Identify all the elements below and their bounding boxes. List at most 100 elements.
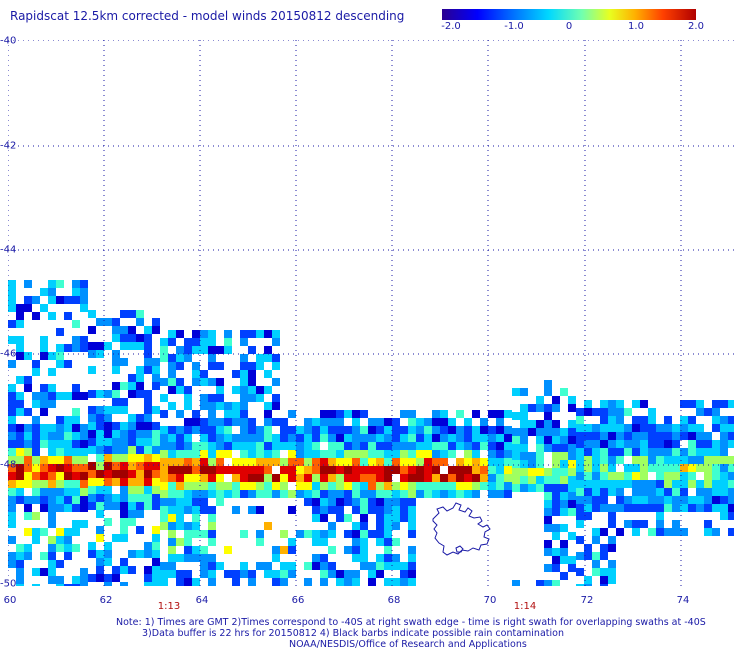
wind-cell xyxy=(696,456,704,464)
wind-cell xyxy=(216,378,224,386)
wind-cell xyxy=(96,526,104,534)
wind-cell xyxy=(160,506,168,514)
wind-cell xyxy=(576,432,584,440)
wind-cell xyxy=(32,472,40,480)
wind-cell xyxy=(40,304,48,312)
wind-cell xyxy=(64,440,72,448)
wind-cell xyxy=(64,312,72,320)
wind-cell xyxy=(312,498,320,506)
wind-cell xyxy=(360,522,368,530)
wind-cell xyxy=(112,494,120,502)
wind-cell xyxy=(112,438,120,446)
wind-cell xyxy=(16,448,24,456)
wind-cell xyxy=(240,402,248,410)
wind-cell xyxy=(576,552,584,560)
wind-cell xyxy=(384,522,392,530)
wind-cell xyxy=(352,482,360,490)
wind-cell xyxy=(704,464,712,472)
wind-cell xyxy=(96,494,104,502)
wind-cell xyxy=(408,450,416,458)
wind-cell xyxy=(136,382,144,390)
wind-cell xyxy=(696,424,704,432)
wind-cell xyxy=(16,344,24,352)
wind-cell xyxy=(296,490,304,498)
wind-cell xyxy=(672,520,680,528)
wind-cell xyxy=(216,426,224,434)
wind-cell xyxy=(112,326,120,334)
wind-cell xyxy=(160,466,168,474)
wind-cell xyxy=(528,476,536,484)
wind-cell xyxy=(632,472,640,480)
wind-cell xyxy=(96,558,104,566)
wind-cell xyxy=(600,400,608,408)
wind-cell xyxy=(264,570,272,578)
wind-cell xyxy=(464,466,472,474)
wind-cell xyxy=(24,432,32,440)
wind-cell xyxy=(8,504,16,512)
wind-cell xyxy=(416,426,424,434)
wind-cell xyxy=(72,288,80,296)
wind-cell xyxy=(392,418,400,426)
wind-cell xyxy=(120,326,128,334)
wind-cell xyxy=(440,434,448,442)
wind-cell xyxy=(432,426,440,434)
wind-cell xyxy=(448,490,456,498)
wind-cell xyxy=(144,462,152,470)
wind-cell xyxy=(312,538,320,546)
wind-cell xyxy=(392,498,400,506)
wind-cell xyxy=(176,522,184,530)
wind-cell xyxy=(608,480,616,488)
wind-cell xyxy=(80,432,88,440)
wind-cell xyxy=(624,480,632,488)
wind-cell xyxy=(216,442,224,450)
wind-cell xyxy=(384,514,392,522)
wind-cell xyxy=(672,472,680,480)
wind-cell xyxy=(128,462,136,470)
wind-cell xyxy=(200,458,208,466)
wind-cell xyxy=(312,554,320,562)
wind-cell xyxy=(304,434,312,442)
wind-cell xyxy=(168,378,176,386)
wind-cell xyxy=(376,418,384,426)
wind-cell xyxy=(184,474,192,482)
wind-cell xyxy=(336,490,344,498)
wind-cell xyxy=(184,482,192,490)
wind-cell xyxy=(104,342,112,350)
wind-cell xyxy=(608,448,616,456)
wind-cell xyxy=(184,506,192,514)
wind-cell xyxy=(416,482,424,490)
wind-cell xyxy=(680,488,688,496)
wind-cell xyxy=(208,450,216,458)
wind-cell xyxy=(264,426,272,434)
wind-cell xyxy=(56,472,64,480)
wind-cell xyxy=(232,458,240,466)
wind-cell xyxy=(608,536,616,544)
wind-cell xyxy=(576,448,584,456)
wind-cell xyxy=(80,280,88,288)
wind-cell xyxy=(216,466,224,474)
wind-cell xyxy=(32,480,40,488)
wind-cell xyxy=(552,532,560,540)
wind-cell xyxy=(632,416,640,424)
wind-cell xyxy=(704,488,712,496)
wind-cell xyxy=(152,494,160,502)
wind-cell xyxy=(64,584,72,586)
chart-title: Rapidscat 12.5km corrected - model winds… xyxy=(10,9,405,23)
wind-cell xyxy=(8,448,16,456)
lon-label: 60 xyxy=(3,595,17,606)
wind-cell xyxy=(688,424,696,432)
wind-cell xyxy=(136,374,144,382)
wind-cell xyxy=(168,458,176,466)
wind-cell xyxy=(440,442,448,450)
wind-cell xyxy=(304,498,312,506)
wind-cell xyxy=(8,440,16,448)
wind-cell xyxy=(24,472,32,480)
wind-cell xyxy=(208,442,216,450)
wind-cell xyxy=(344,442,352,450)
wind-cell xyxy=(408,410,416,418)
wind-cell xyxy=(176,442,184,450)
wind-cell xyxy=(176,450,184,458)
wind-cell xyxy=(552,500,560,508)
wind-cell xyxy=(408,522,416,530)
wind-cell xyxy=(568,532,576,540)
